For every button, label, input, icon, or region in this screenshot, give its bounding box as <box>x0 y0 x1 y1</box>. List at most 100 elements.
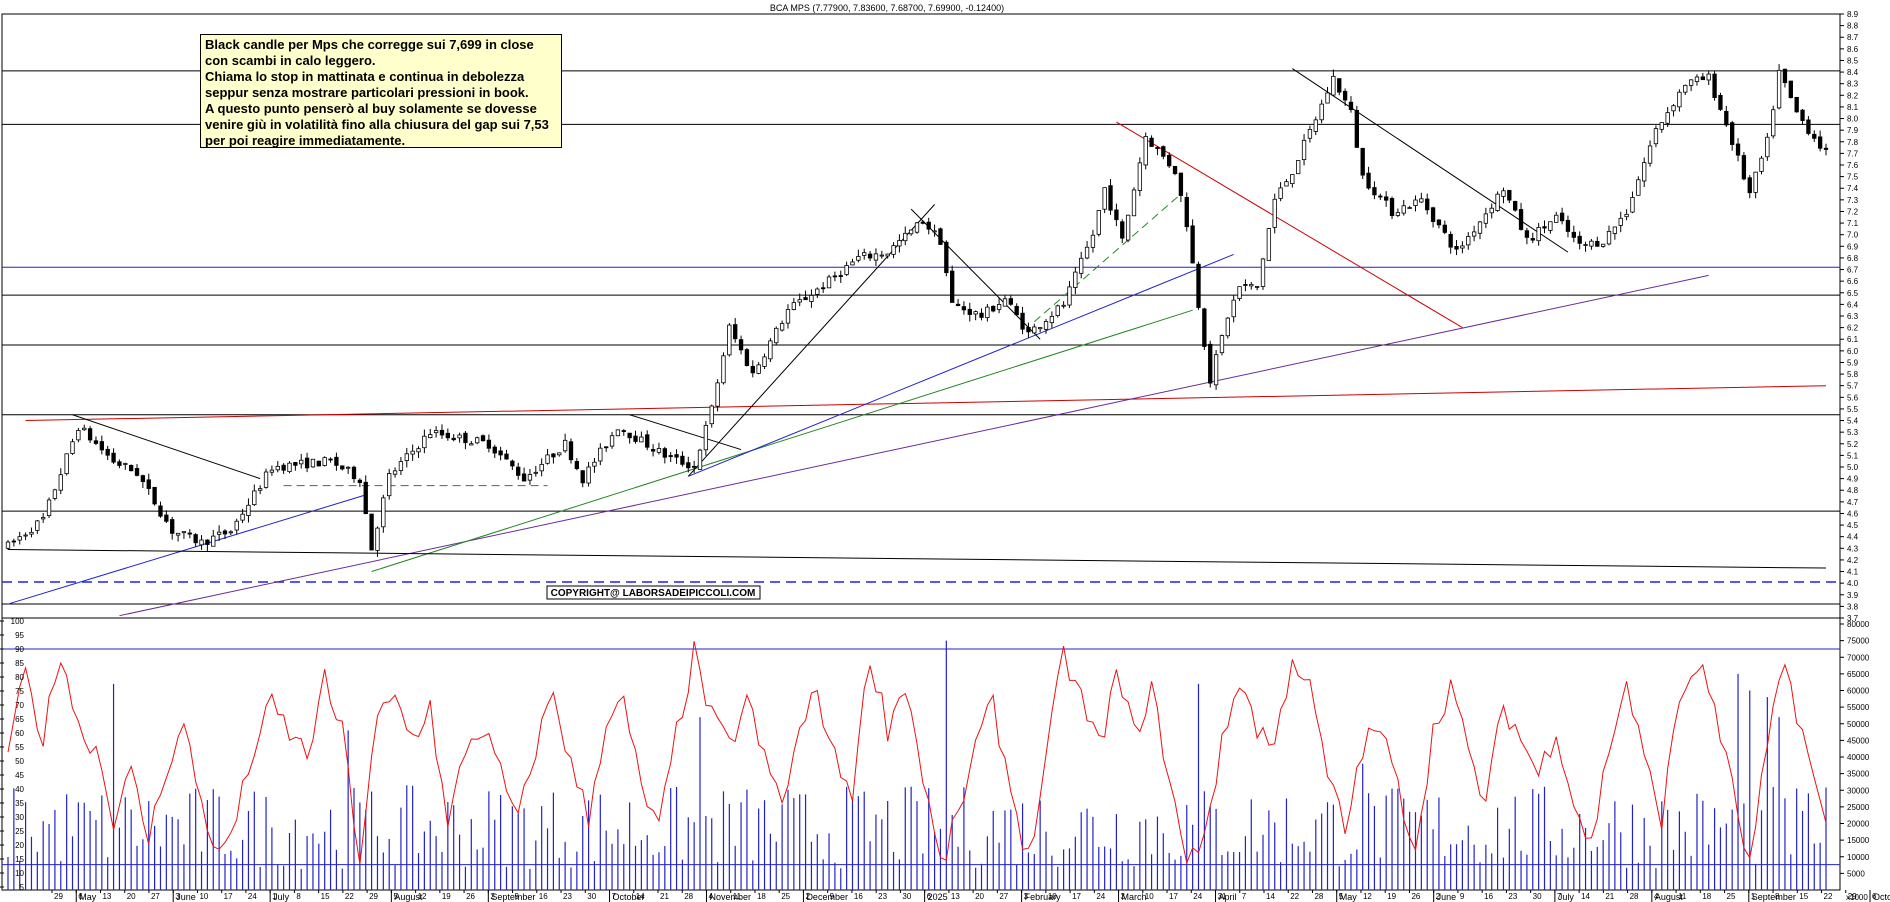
candle-body <box>504 453 509 460</box>
candle-body <box>1331 75 1336 96</box>
candle-body <box>1401 205 1406 214</box>
candle-body <box>1313 119 1318 132</box>
copyright-frame <box>546 585 761 600</box>
month-label: August <box>394 892 423 902</box>
month-label: June <box>1437 892 1457 902</box>
note-line: Chiama lo stop in mattinata e continua i… <box>205 69 525 84</box>
volume-tick-label: 35000 <box>1847 770 1870 779</box>
trend-line <box>119 274 1709 617</box>
candle-body <box>1524 230 1530 238</box>
day-tick-label: 22 <box>345 892 354 901</box>
candle-body <box>1706 73 1711 81</box>
price-tick-label: 7.1 <box>1847 219 1859 228</box>
day-tick-label: 3 <box>1121 892 1126 901</box>
price-tick-label: 4.1 <box>1847 568 1859 577</box>
oscillator-tick-label: 25 <box>15 827 24 836</box>
candle-body <box>973 311 978 315</box>
oscillator-tick-label: 80 <box>15 673 24 682</box>
price-tick-label: 6.9 <box>1847 242 1859 251</box>
volume-unit-label: x1000 <box>1846 893 1868 902</box>
oscillator-tick-label: 15 <box>15 855 24 864</box>
candle-body <box>1014 305 1019 316</box>
candle-body <box>862 252 867 256</box>
candle-body <box>76 430 81 441</box>
candle-body <box>955 303 961 307</box>
candle-body <box>1249 284 1254 287</box>
price-tick-label: 4.2 <box>1847 556 1859 565</box>
day-tick-label: 27 <box>999 892 1008 901</box>
candle-body <box>1554 214 1559 223</box>
candle-body <box>123 463 128 465</box>
candle-body <box>1395 212 1401 216</box>
month-label: February <box>1025 892 1062 902</box>
volume-tick-label: 60000 <box>1847 687 1870 696</box>
volume-tick-label: 5000 <box>1847 869 1865 878</box>
price-tick-label: 7.4 <box>1847 184 1859 193</box>
day-tick-label: 13 <box>102 892 111 901</box>
candle-body <box>170 519 175 534</box>
candle-body <box>873 253 879 261</box>
price-tick-label: 5.7 <box>1847 382 1859 391</box>
candle-body <box>774 327 779 344</box>
candle-body <box>885 253 890 257</box>
candle-body <box>715 382 720 407</box>
candle-body <box>293 462 298 466</box>
price-tick-label: 7.9 <box>1847 126 1859 135</box>
price-tick-label: 4.7 <box>1847 498 1859 507</box>
day-tick-label: 20 <box>975 892 984 901</box>
candle-body <box>1466 236 1471 246</box>
day-tick-label: 29 <box>54 892 63 901</box>
candle-body <box>1636 179 1641 196</box>
candle-body <box>175 532 181 536</box>
price-tick-label: 4.9 <box>1847 475 1859 484</box>
candle-body <box>1518 209 1524 230</box>
candle-body <box>240 513 245 521</box>
volume-tick-label: 70000 <box>1847 653 1870 662</box>
price-tick-label: 7.3 <box>1847 196 1859 205</box>
oscillator-tick-label: 70 <box>15 701 24 710</box>
candle-body <box>879 254 884 257</box>
trend-line <box>25 385 1827 422</box>
volume-tick-label: 45000 <box>1847 736 1870 745</box>
candle-body <box>1548 221 1553 231</box>
candle-body <box>750 365 755 374</box>
day-tick-label: 8 <box>296 892 301 901</box>
candle-body <box>1700 76 1706 81</box>
candle-body <box>35 520 40 531</box>
candle-body <box>1583 244 1588 246</box>
candle-body <box>1037 327 1043 330</box>
candle-body <box>246 504 251 516</box>
candle-body <box>1190 225 1195 264</box>
candle-body <box>345 466 351 469</box>
candle-body <box>1454 245 1459 250</box>
day-tick-label: 22 <box>1290 892 1299 901</box>
oscillator-tick-label: 10 <box>15 869 24 878</box>
month-label: July <box>273 892 290 902</box>
candle-body <box>1771 109 1776 137</box>
candle-body <box>1096 210 1101 235</box>
candle-body <box>234 520 239 531</box>
price-tick-label: 6.7 <box>1847 266 1859 275</box>
day-tick-label: 21 <box>1605 892 1614 901</box>
candle-body <box>1530 238 1535 241</box>
candle-body <box>46 499 52 517</box>
candle-body <box>1278 187 1283 199</box>
day-tick-label: 29 <box>369 892 378 901</box>
candle-body <box>1542 226 1547 229</box>
candle-body <box>1759 157 1764 172</box>
candle-body <box>1612 226 1618 234</box>
day-tick-label: 8 <box>1775 892 1780 901</box>
candle-body <box>1460 245 1465 249</box>
candle-body <box>1079 257 1084 274</box>
month-label: 2025 <box>928 892 948 902</box>
oscillator-tick-label: 45 <box>15 771 24 780</box>
candle-body <box>5 541 11 549</box>
oscillator-tick-label: 40 <box>15 785 24 794</box>
day-tick-label: 14 <box>1581 892 1590 901</box>
candle-body <box>1125 214 1131 241</box>
candle-body <box>416 448 421 453</box>
trend-line <box>688 253 1234 477</box>
candle-body <box>826 276 832 289</box>
candle-body <box>533 471 538 474</box>
candle-body <box>1477 221 1483 234</box>
